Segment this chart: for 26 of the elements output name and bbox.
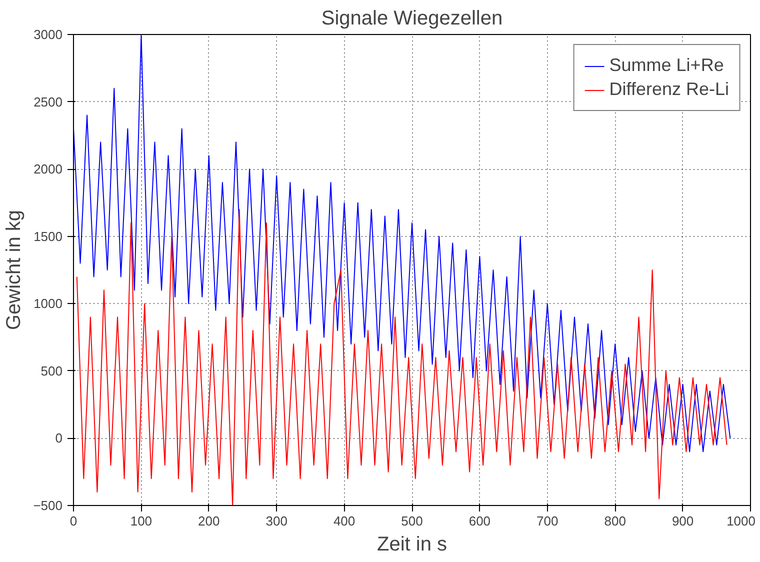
- y-tick-label: 2500: [34, 94, 62, 110]
- legend-label: Summe Li+Re: [609, 55, 724, 76]
- x-tick-label: 100: [130, 514, 152, 528]
- x-tick-label: 200: [198, 514, 220, 528]
- x-tick-label: 1000: [726, 514, 756, 528]
- x-tick-label: 900: [672, 514, 694, 528]
- x-tick-label: 800: [604, 514, 626, 528]
- x-tick-label: 600: [468, 514, 491, 528]
- y-tick-label: 500: [40, 363, 63, 378]
- x-tick-label: 500: [401, 514, 423, 528]
- y-axis-title: Gewicht in kg: [3, 210, 26, 330]
- y-tick-label: 3000: [34, 27, 62, 42]
- x-tick-label: 700: [536, 514, 558, 528]
- legend-label: Differenz Re-Li: [609, 79, 729, 100]
- y-tick-label: 1500: [34, 228, 62, 244]
- x-axis-title: Zeit in s: [376, 534, 448, 556]
- line-series: [76, 208, 728, 506]
- y-tick-label: 1000: [34, 296, 62, 312]
- y-tick-label: 0: [55, 430, 63, 446]
- y-tick-label: 2000: [34, 162, 62, 177]
- chart-title: Signale Wiegezellen: [321, 8, 503, 30]
- y-tick-label: −500: [33, 498, 63, 513]
- x-tick-label: 0: [70, 514, 78, 528]
- line-series: [74, 34, 731, 452]
- x-tick-label: 300: [266, 514, 288, 528]
- x-tick-label: 400: [333, 514, 356, 528]
